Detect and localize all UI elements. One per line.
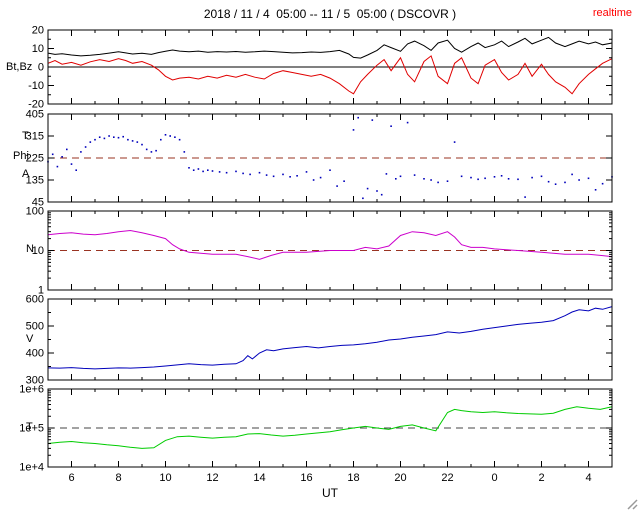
svg-text:400: 400 (26, 348, 44, 360)
svg-text:1e+6: 1e+6 (19, 384, 44, 396)
svg-text:4: 4 (585, 472, 591, 484)
panel-phi: 405 315 225 135 45 (26, 109, 613, 209)
y-axis-label-speed: V (26, 333, 34, 345)
svg-text:20: 20 (394, 472, 406, 484)
svg-text:405: 405 (26, 109, 44, 121)
svg-text:20: 20 (32, 25, 44, 37)
panel-bt_bz: 20 10 0 -10 -20 (28, 25, 613, 111)
svg-text:10: 10 (32, 43, 44, 55)
svg-text:45: 45 (32, 197, 44, 209)
svg-text:600: 600 (26, 294, 44, 306)
svg-text:315: 315 (26, 131, 44, 143)
svg-text:6: 6 (68, 472, 74, 484)
panel-temperature: 1e+6 1e+5 1e+4 (19, 384, 613, 474)
svg-text:22: 22 (441, 472, 453, 484)
svg-text:100: 100 (26, 206, 44, 218)
svg-text:500: 500 (26, 321, 44, 333)
svg-text:8: 8 (115, 472, 121, 484)
svg-text:10: 10 (159, 472, 171, 484)
svg-text:12: 12 (206, 472, 218, 484)
y-axis-label-density: N (26, 243, 34, 255)
svg-text:1e+4: 1e+4 (19, 462, 44, 474)
panel-speed: 600 500 400 300 (26, 294, 613, 387)
x-axis-tick-labels: 6 8 10 12 14 16 18 20 22 0 2 4 (68, 472, 591, 484)
resize-grip-icon (627, 499, 638, 510)
svg-text:135: 135 (26, 175, 44, 187)
realtime-badge: realtime (592, 7, 632, 19)
svg-text:300: 300 (26, 375, 44, 387)
svg-text:2: 2 (538, 472, 544, 484)
svg-text:0: 0 (491, 472, 497, 484)
svg-text:10: 10 (32, 245, 44, 257)
svg-text:225: 225 (26, 153, 44, 165)
plot-title: 2018 / 11 / 4 05:00 -- 11 / 5 05:00 ( DS… (203, 7, 457, 21)
svg-text:-20: -20 (28, 99, 44, 111)
svg-text:14: 14 (253, 472, 265, 484)
x-axis-label: UT (322, 486, 338, 500)
y-axis-label-phi-line3: A (22, 168, 30, 180)
y-axis-label-phi-line2: Phi (13, 150, 29, 162)
svg-text:-10: -10 (28, 80, 44, 92)
svg-text:1: 1 (38, 285, 44, 297)
svg-text:18: 18 (347, 472, 359, 484)
svg-text:0: 0 (38, 62, 44, 74)
y-axis-label-phi-line1: T (22, 130, 29, 142)
svg-text:1e+5: 1e+5 (19, 423, 44, 435)
svg-text:16: 16 (300, 472, 312, 484)
y-axis-label-temperature: T (26, 421, 33, 433)
panel-density: 100 10 1 (26, 206, 613, 297)
y-axis-label-btbz: Bt,Bz (6, 61, 33, 73)
